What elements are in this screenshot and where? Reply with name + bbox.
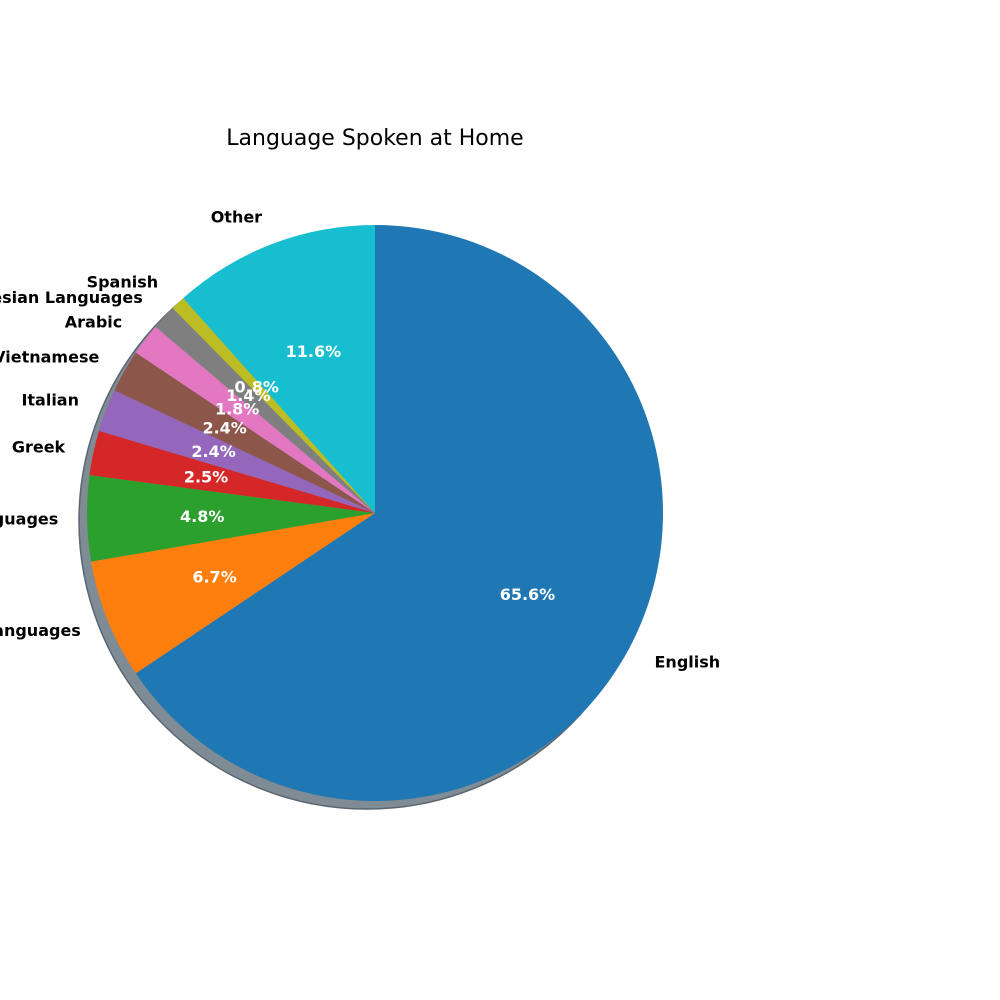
pct-label-indo-aryan-languages: 4.8%: [180, 507, 224, 526]
pie-slice-indo-aryan-languages: [86, 475, 376, 562]
pie-percent-labels: 65.6%6.7%4.8%2.5%2.4%2.4%1.8%1.4%0.8%11.…: [180, 342, 555, 604]
pct-label-vietnamese: 2.4%: [202, 418, 246, 437]
pie-slice-arabic: [135, 326, 375, 513]
pct-label-spanish: 0.8%: [235, 378, 279, 397]
pct-label-english: 65.6%: [500, 585, 556, 604]
pie-slice-other: [183, 225, 375, 513]
slice-label-southeast-asian-austronesian-languages: Southeast Asian Austronesian Languages: [0, 288, 143, 307]
pie-slice-southeast-asian-austronesian-languages: [155, 308, 375, 513]
slice-label-spanish: Spanish: [87, 273, 159, 292]
pie-slices: [86, 225, 663, 801]
slice-label-vietnamese: Vietnamese: [0, 347, 99, 366]
pie-slice-vietnamese: [114, 352, 376, 513]
pie-slice-english: [135, 225, 663, 801]
slice-label-chinese-languages: Chinese languages: [0, 621, 81, 640]
pie-slice-greek: [89, 430, 375, 513]
slice-label-arabic: Arabic: [65, 312, 123, 331]
chart-title: Language Spoken at Home: [226, 126, 523, 151]
pie-labels: English Chinese languages Indo Aryan Langu…: [0, 208, 720, 672]
pct-label-other: 11.6%: [286, 342, 342, 361]
pct-label-southeast-asian-austronesian-languages: 1.4%: [226, 386, 270, 405]
pct-label-arabic: 1.8%: [215, 399, 259, 418]
pie-slice-chinese-languages: [91, 513, 376, 674]
pct-label-chinese-languages: 6.7%: [192, 568, 236, 587]
slice-label-greek: Greek: [12, 437, 66, 456]
slice-label-english: English: [655, 653, 721, 672]
pie-slice-italian: [98, 390, 375, 513]
pct-label-italian: 2.4%: [191, 442, 235, 461]
slice-label-other: Other: [211, 208, 262, 227]
pct-label-greek: 2.5%: [184, 467, 228, 486]
pie-slice-spanish: [172, 298, 375, 513]
slice-label-italian: Italian: [21, 391, 79, 410]
slice-label-indo-aryan-languages: Indo Aryan Languages: [0, 509, 58, 528]
